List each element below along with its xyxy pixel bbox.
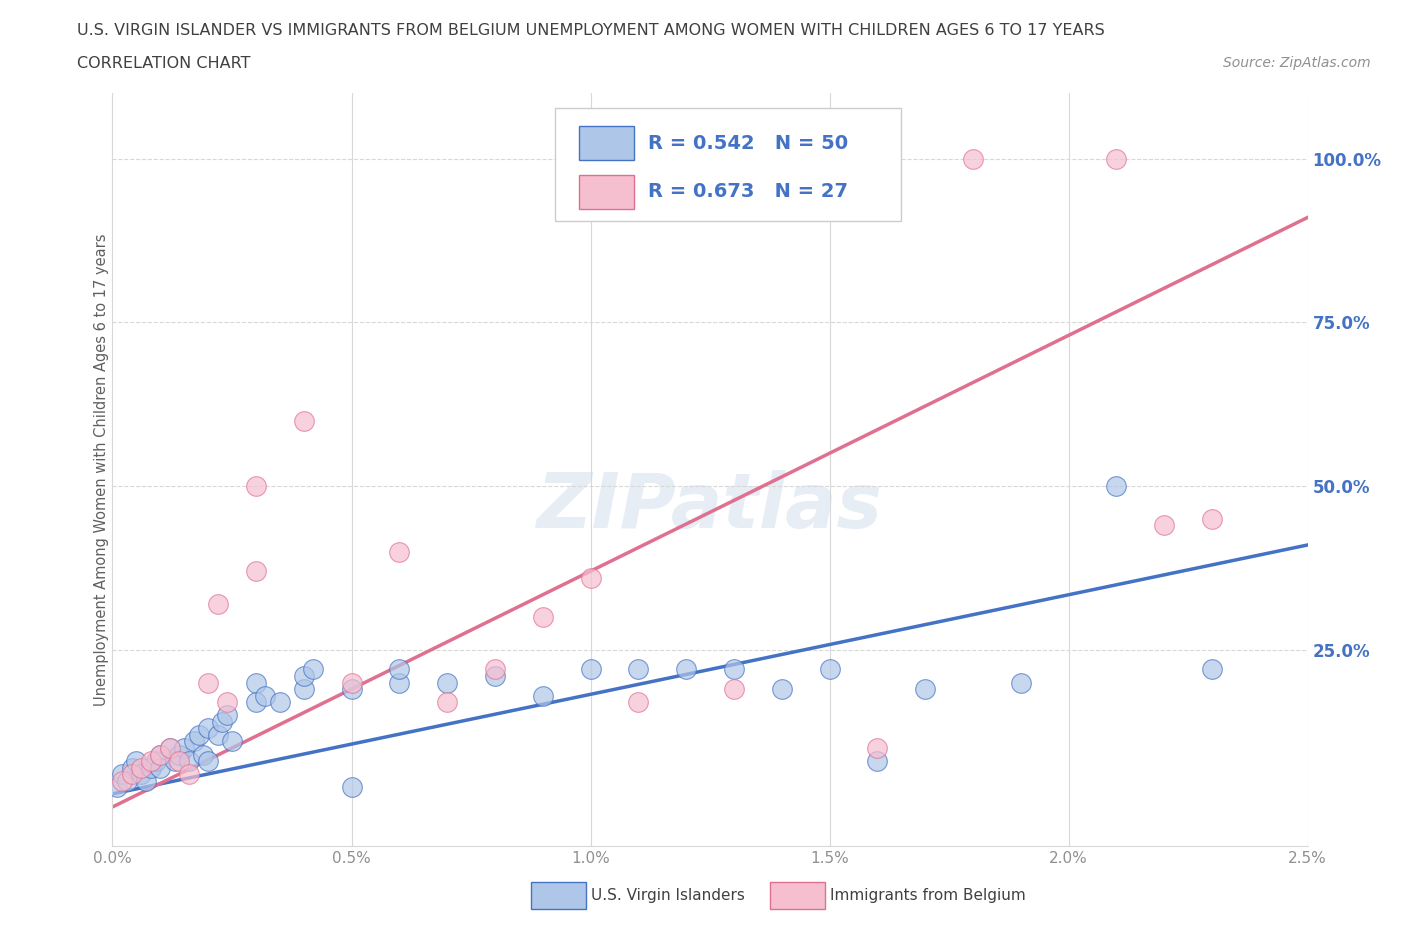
Point [579, 570, 602, 585]
Text: R = 0.542   N = 50: R = 0.542 N = 50 [648, 134, 848, 153]
Point [1105, 151, 1128, 166]
Point [135, 774, 157, 789]
Point [340, 682, 363, 697]
Point [159, 740, 181, 755]
FancyBboxPatch shape [579, 175, 634, 209]
Point [723, 662, 745, 677]
Point [149, 747, 172, 762]
Point [531, 609, 554, 624]
Text: U.S. Virgin Islanders: U.S. Virgin Islanders [591, 887, 744, 903]
Point [866, 740, 889, 755]
Point [292, 413, 315, 428]
Point [149, 760, 172, 775]
Point [177, 753, 200, 768]
Point [914, 682, 936, 697]
Point [302, 662, 325, 677]
Point [388, 544, 411, 559]
Point [217, 708, 239, 723]
Point [627, 662, 650, 677]
Point [183, 734, 205, 749]
Point [177, 767, 200, 782]
Point [436, 695, 458, 710]
Point [340, 780, 363, 795]
Point [121, 767, 143, 782]
Point [139, 760, 162, 775]
Point [129, 760, 152, 775]
Point [531, 688, 554, 703]
Point [111, 767, 134, 782]
Point [436, 675, 458, 690]
Point [173, 740, 195, 755]
Point [292, 669, 315, 684]
Point [770, 682, 793, 697]
Point [245, 675, 267, 690]
Point [245, 695, 267, 710]
FancyBboxPatch shape [579, 126, 634, 160]
Point [866, 753, 889, 768]
Text: R = 0.673   N = 27: R = 0.673 N = 27 [648, 182, 848, 202]
Point [197, 753, 219, 768]
FancyBboxPatch shape [554, 108, 901, 221]
Point [129, 767, 152, 782]
Point [388, 662, 411, 677]
Point [484, 662, 506, 677]
Point [388, 675, 411, 690]
Point [169, 747, 191, 762]
Point [245, 564, 267, 578]
Point [579, 662, 602, 677]
Point [1010, 675, 1032, 690]
Point [105, 780, 128, 795]
Point [121, 760, 143, 775]
Point [115, 774, 138, 789]
Point [111, 774, 134, 789]
Point [163, 753, 186, 768]
Point [193, 747, 215, 762]
Point [1201, 662, 1223, 677]
Point [723, 682, 745, 697]
Point [211, 714, 233, 729]
Point [1201, 512, 1223, 526]
Point [292, 682, 315, 697]
Point [197, 721, 219, 736]
Point [340, 675, 363, 690]
Point [207, 727, 229, 742]
Point [627, 695, 650, 710]
Point [217, 695, 239, 710]
Point [197, 675, 219, 690]
Text: CORRELATION CHART: CORRELATION CHART [77, 56, 250, 71]
Point [125, 753, 148, 768]
Text: Source: ZipAtlas.com: Source: ZipAtlas.com [1223, 56, 1371, 70]
Point [484, 669, 506, 684]
Text: ZIPatlas: ZIPatlas [537, 471, 883, 544]
Point [207, 596, 229, 611]
Point [254, 688, 277, 703]
Y-axis label: Unemployment Among Women with Children Ages 6 to 17 years: Unemployment Among Women with Children A… [94, 233, 108, 706]
Point [1153, 518, 1175, 533]
Point [159, 740, 181, 755]
Point [169, 753, 191, 768]
Point [675, 662, 697, 677]
Point [1105, 479, 1128, 494]
Point [145, 753, 167, 768]
Point [245, 479, 267, 494]
Text: Immigrants from Belgium: Immigrants from Belgium [830, 887, 1025, 903]
Point [149, 747, 172, 762]
Point [139, 753, 162, 768]
Text: U.S. VIRGIN ISLANDER VS IMMIGRANTS FROM BELGIUM UNEMPLOYMENT AMONG WOMEN WITH CH: U.S. VIRGIN ISLANDER VS IMMIGRANTS FROM … [77, 23, 1105, 38]
Point [221, 734, 243, 749]
Point [187, 727, 209, 742]
Point [962, 151, 984, 166]
Point [818, 662, 841, 677]
Point [269, 695, 291, 710]
